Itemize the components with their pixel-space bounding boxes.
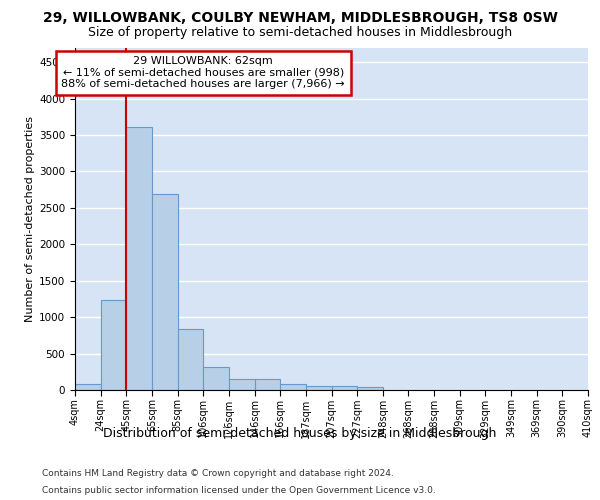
Bar [203,366,229,390]
Text: Distribution of semi-detached houses by size in Middlesbrough: Distribution of semi-detached houses by … [103,428,497,440]
Bar [229,378,254,390]
Bar [357,388,383,390]
Bar [75,384,101,390]
Text: Size of property relative to semi-detached houses in Middlesbrough: Size of property relative to semi-detach… [88,26,512,39]
Bar [101,300,127,390]
Text: Contains HM Land Registry data © Crown copyright and database right 2024.: Contains HM Land Registry data © Crown c… [42,469,394,478]
Bar [306,386,331,390]
Bar [178,329,203,390]
Bar [152,194,178,390]
Bar [254,378,280,390]
Y-axis label: Number of semi-detached properties: Number of semi-detached properties [25,116,35,322]
Text: 29, WILLOWBANK, COULBY NEWHAM, MIDDLESBROUGH, TS8 0SW: 29, WILLOWBANK, COULBY NEWHAM, MIDDLESBR… [43,11,557,25]
Bar [127,127,152,390]
Text: 29 WILLOWBANK: 62sqm
← 11% of semi-detached houses are smaller (998)
88% of semi: 29 WILLOWBANK: 62sqm ← 11% of semi-detac… [61,56,345,90]
Bar [280,384,306,390]
Text: Contains public sector information licensed under the Open Government Licence v3: Contains public sector information licen… [42,486,436,495]
Bar [331,386,357,390]
